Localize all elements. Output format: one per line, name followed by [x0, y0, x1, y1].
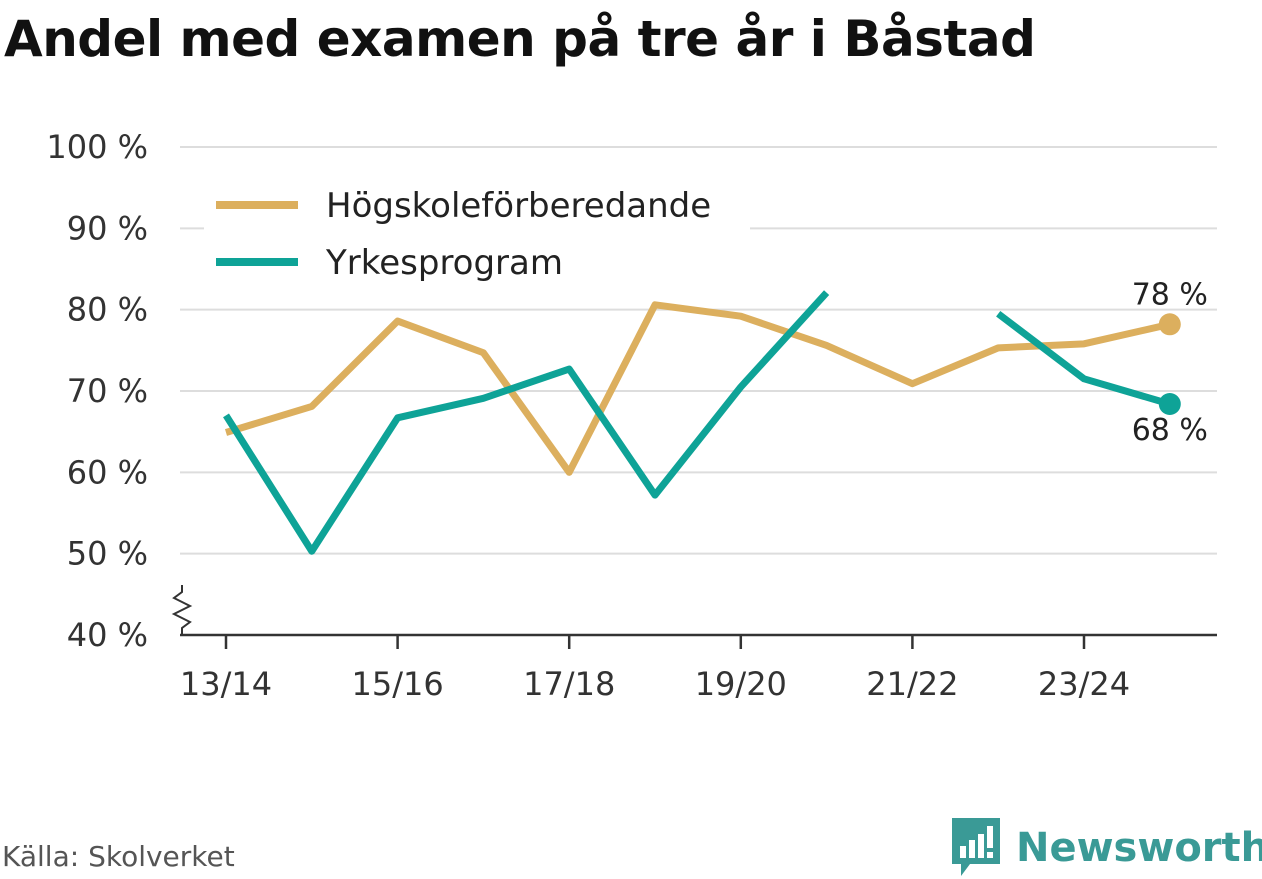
- end-label-halo: 78 %: [1132, 277, 1208, 312]
- series-line-hogskoleforberedande: [224, 301, 1171, 476]
- x-tick-label: 23/24: [1038, 665, 1130, 703]
- x-tick-label: 13/14: [180, 665, 272, 703]
- y-tick-label: 40 %: [67, 616, 148, 654]
- chart-title: Andel med examen på tre år i Båstad: [4, 10, 1036, 68]
- x-tick-label: 19/20: [695, 665, 787, 703]
- source-note: Källa: Skolverket: [2, 840, 235, 873]
- newsworthy-logo-icon: [952, 818, 1000, 876]
- legend-label: Högskoleförberedande: [326, 186, 711, 226]
- end-label: 78 %: [1132, 277, 1208, 312]
- y-tick-label: 60 %: [67, 453, 148, 491]
- end-point-marker: [1158, 393, 1181, 416]
- x-tick-label: 21/22: [866, 665, 958, 703]
- end-point-marker: [1158, 313, 1181, 336]
- end-labels: 78 %78 %68 %68 %: [1128, 274, 1211, 452]
- x-tick-label: 17/18: [523, 665, 615, 703]
- y-tick-label: 70 %: [67, 372, 148, 410]
- x-tick-label: 15/16: [351, 665, 443, 703]
- series-line-yrkesprogram: [223, 290, 830, 555]
- y-tick-label: 80 %: [67, 291, 148, 329]
- axis-break-icon: [171, 585, 193, 635]
- y-tick-label: 50 %: [67, 535, 148, 573]
- x-axis: [171, 585, 1217, 649]
- y-tick-label: 90 %: [67, 209, 148, 247]
- y-axis-tick-labels: 40 % 50 % 60 % 70 % 80 % 90 % 100 %: [46, 128, 148, 654]
- series-line-yrkesprogram: [996, 310, 1171, 408]
- end-label-halo: 68 %: [1132, 413, 1208, 448]
- end-label: 68 %: [1132, 413, 1208, 448]
- x-axis-tick-labels: 13/14 15/16 17/18 19/20 21/22 23/24: [180, 665, 1130, 703]
- brand: Newsworthy: [952, 818, 1262, 878]
- legend: Högskoleförberedande Yrkesprogram: [204, 172, 750, 284]
- legend-label: Yrkesprogram: [325, 243, 563, 283]
- brand-name: Newsworthy: [1016, 825, 1262, 871]
- y-tick-label: 100 %: [46, 128, 148, 166]
- series-lines: [223, 290, 1181, 555]
